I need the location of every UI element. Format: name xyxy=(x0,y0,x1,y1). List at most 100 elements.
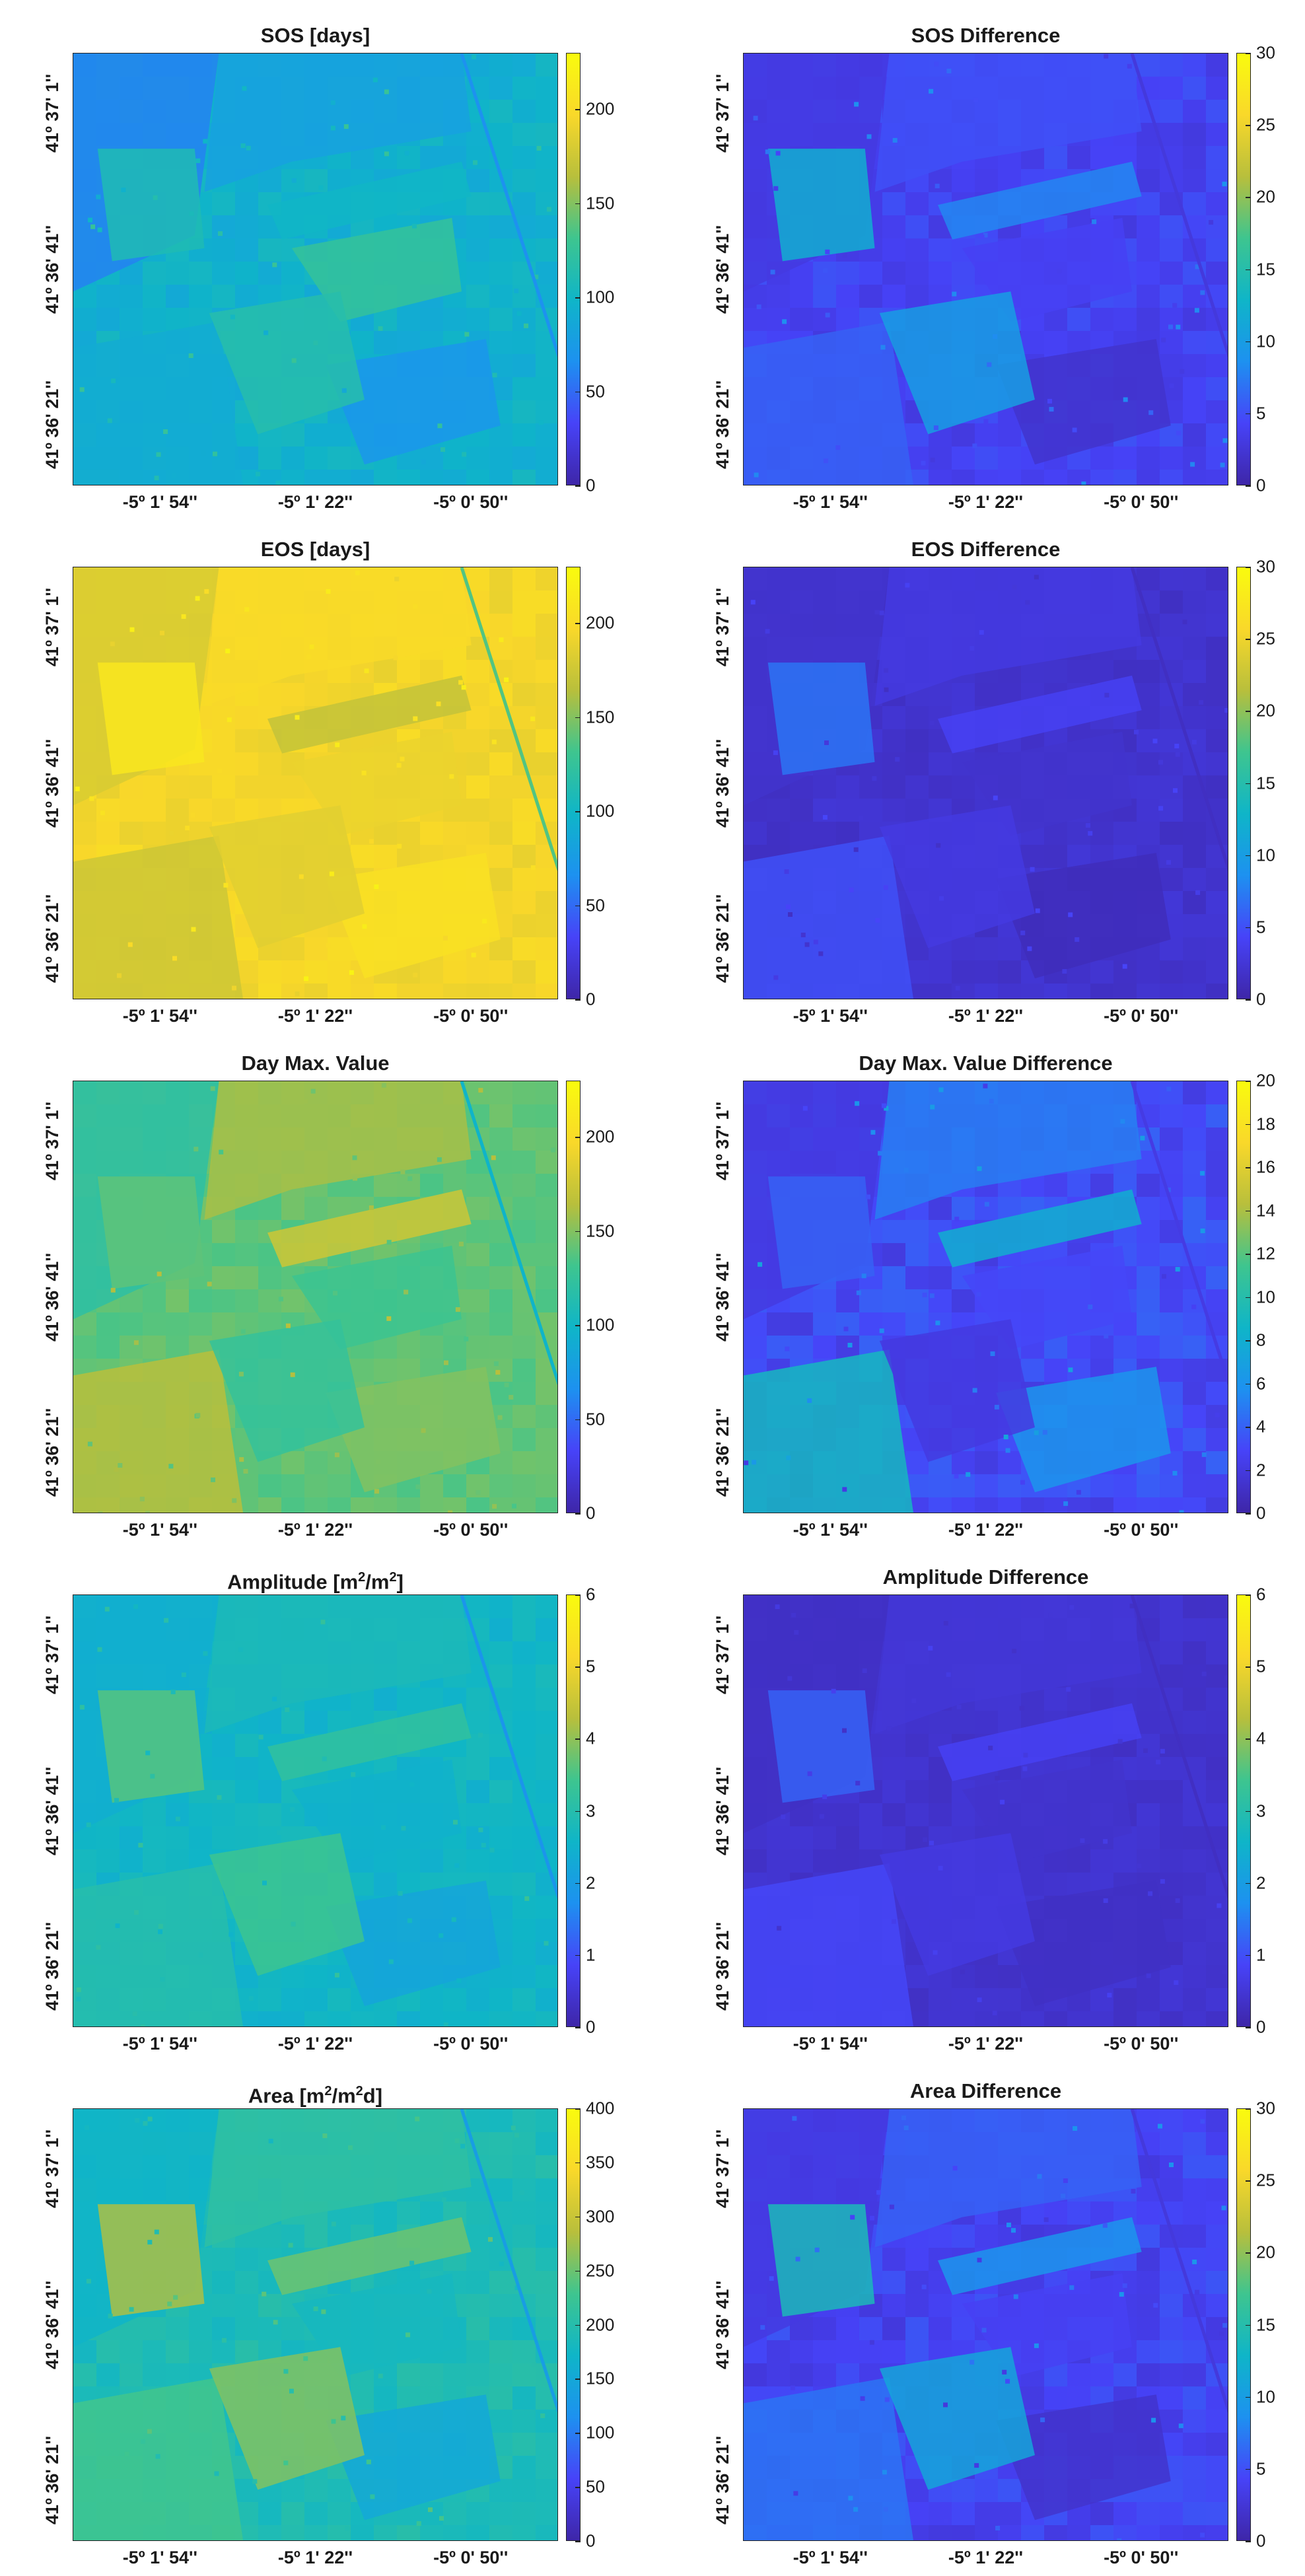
heatmap-speckle xyxy=(876,2190,882,2195)
colorbar-tick-label: 300 xyxy=(586,2206,615,2227)
colorbar-tick-mark xyxy=(1246,1738,1251,1740)
colorbar-tick-label: 50 xyxy=(586,895,605,915)
heatmap-speckle xyxy=(313,2307,318,2311)
heatmap-cell xyxy=(489,2178,512,2201)
heatmap-cell xyxy=(1183,1405,1206,1428)
heatmap-speckle xyxy=(994,1404,999,1410)
heatmap-speckle xyxy=(454,1863,460,1868)
heatmap-speckle xyxy=(398,1891,403,1896)
heatmap-cell xyxy=(790,1336,813,1359)
heatmap-cell xyxy=(1206,2132,1228,2155)
heatmap-cell xyxy=(1160,1849,1183,1873)
heatmap-cell xyxy=(443,1497,466,1513)
heatmap-cell xyxy=(1160,2132,1183,2155)
title-unit-text: d] xyxy=(363,2084,383,2108)
chart-title-text: Amplitude Difference xyxy=(882,1565,1089,1589)
heatmap-speckle xyxy=(842,253,847,258)
heatmap-cell xyxy=(489,2525,512,2540)
heatmap-speckle xyxy=(1148,410,1154,415)
field-patch xyxy=(209,2347,365,2490)
heatmap-speckle xyxy=(273,2320,278,2325)
heatmap-cell xyxy=(212,799,235,822)
heatmap-cell xyxy=(1090,1688,1113,1711)
heatmap-cell xyxy=(975,683,998,706)
heatmap-cell xyxy=(328,447,351,470)
heatmap-cell xyxy=(397,2201,420,2225)
heatmap-speckle xyxy=(1069,1605,1075,1610)
heatmap-cell xyxy=(420,2201,443,2225)
heatmap-cell xyxy=(512,845,536,868)
colorbar-tick-label: 0 xyxy=(1256,2530,1266,2551)
heatmap-speckle xyxy=(140,2439,145,2444)
heatmap-cell xyxy=(489,752,512,775)
heatmap-cell xyxy=(466,169,489,192)
heatmap-cell xyxy=(1183,567,1206,590)
heatmap-cell xyxy=(489,2011,512,2026)
heatmap-speckle xyxy=(842,1487,847,1492)
heatmap-cell xyxy=(1044,1873,1067,1896)
heatmap-cell xyxy=(281,447,304,470)
heatmap-cell xyxy=(536,2011,557,2026)
heatmap-cell xyxy=(397,146,420,169)
title-unit-text: /m xyxy=(332,2084,356,2108)
heatmap-speckle xyxy=(557,947,558,952)
heatmap-speckle xyxy=(454,2138,460,2143)
heatmap-speckle xyxy=(275,480,281,485)
heatmap-speckle xyxy=(511,2126,516,2131)
heatmap-speckle xyxy=(1192,2260,1197,2264)
heatmap-cell xyxy=(1160,354,1183,377)
heatmap-speckle xyxy=(310,1089,316,1094)
field-patch xyxy=(267,161,472,240)
heatmap-speckle xyxy=(769,2276,774,2281)
heatmap-cell xyxy=(1137,2317,1160,2340)
heatmap-svg xyxy=(744,2109,1228,2541)
heatmap-speckle xyxy=(306,654,312,659)
colorbar-tick-mark xyxy=(575,1231,581,1233)
heatmap-cell xyxy=(1183,1127,1206,1151)
heatmap-speckle xyxy=(1148,1891,1153,1896)
heatmap-speckle xyxy=(875,917,880,923)
heatmap-speckle xyxy=(1086,823,1090,828)
heatmap-speckle xyxy=(462,452,467,457)
heatmap-cell xyxy=(512,1734,536,1757)
heatmap-speckle xyxy=(321,2309,326,2314)
heatmap-cell xyxy=(512,1641,536,1664)
heatmap-cell xyxy=(975,423,998,447)
heatmap-cell xyxy=(836,2317,859,2340)
heatmap-cell xyxy=(512,984,536,999)
heatmap-cell xyxy=(905,1780,929,1803)
heatmap-cell xyxy=(96,1312,120,1336)
heatmap-speckle xyxy=(903,2126,909,2130)
road-line xyxy=(460,567,557,871)
heatmap-cell xyxy=(258,683,281,706)
heatmap-speckle xyxy=(79,387,85,392)
heatmap-speckle xyxy=(1040,2417,1045,2423)
heatmap-speckle xyxy=(868,2540,873,2541)
y-tick-label: 41º 36' 21'' xyxy=(42,894,62,984)
heatmap-speckle xyxy=(458,680,464,685)
heatmap-cell xyxy=(536,2456,557,2479)
heatmap-speckle xyxy=(97,227,102,233)
title-superscript: 2 xyxy=(358,1570,366,1585)
heatmap-speckle xyxy=(181,614,186,619)
heatmap-speckle xyxy=(866,1194,870,1199)
heatmap-cell xyxy=(489,238,512,262)
heatmap-cell xyxy=(905,937,929,960)
heatmap-cell xyxy=(304,1965,328,1988)
heatmap-cell xyxy=(304,1451,328,1474)
heatmap-cell xyxy=(1206,377,1228,400)
heatmap-cell xyxy=(166,1289,189,1312)
y-tick-label: 41º 37' 1'' xyxy=(713,587,732,667)
heatmap-cell xyxy=(1067,845,1090,868)
heatmap-cell xyxy=(882,2248,905,2271)
field-patch xyxy=(767,662,875,775)
heatmap-speckle xyxy=(121,188,126,192)
colorbar xyxy=(566,1081,581,1513)
heatmap-cell xyxy=(952,1803,975,1826)
heatmap-cell xyxy=(212,238,235,262)
heatmap-cell xyxy=(1160,331,1183,354)
heatmap-speckle xyxy=(351,1772,356,1777)
heatmap-cell xyxy=(489,123,512,146)
colorbar-tick-mark xyxy=(1246,1513,1251,1515)
colorbar-tick-label: 2 xyxy=(1256,1873,1266,1893)
